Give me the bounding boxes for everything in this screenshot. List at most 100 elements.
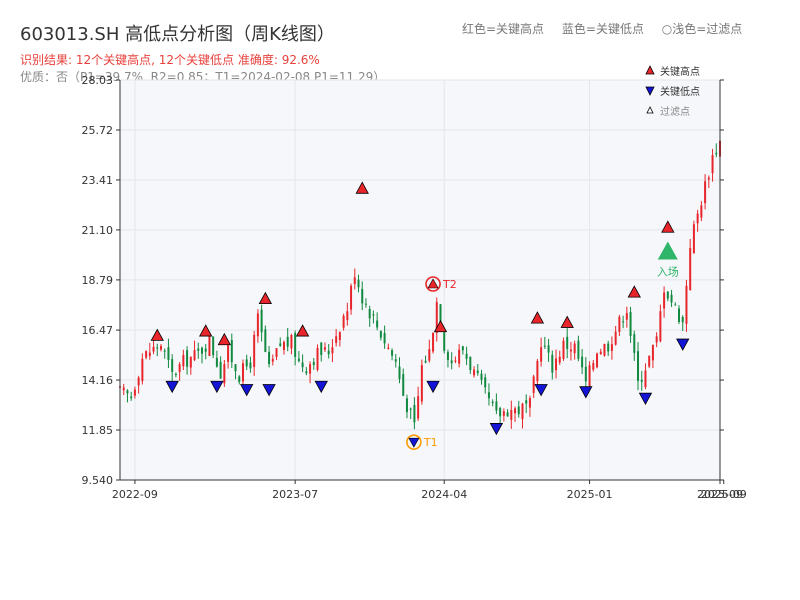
axes: 9.540 11.85 14.16 16.47 18.79 21.10 23.41 25.72… <box>82 74 747 501</box>
candle-body <box>577 340 580 359</box>
candle-body <box>122 387 125 391</box>
candle-body <box>637 351 640 381</box>
candle-body <box>268 351 271 365</box>
candle-body <box>193 350 196 361</box>
candle-body <box>290 335 293 349</box>
candle-body <box>555 358 558 371</box>
candle-body <box>316 347 319 370</box>
candle-body <box>368 308 371 319</box>
candle-body <box>275 348 278 357</box>
candle-body <box>420 365 423 402</box>
candle-body <box>260 309 263 333</box>
candle-body <box>223 364 226 384</box>
legend-high-marker-icon <box>645 65 655 75</box>
candle-body <box>469 356 472 371</box>
candle-body <box>305 371 308 374</box>
candle-body <box>167 347 170 361</box>
candle-body <box>294 333 297 357</box>
y-tick-label: 11.85 <box>82 424 114 437</box>
candle-body <box>271 358 274 362</box>
candle-body <box>663 292 666 309</box>
candle-body <box>514 408 517 414</box>
candle-body <box>279 343 282 346</box>
candle-body <box>182 354 185 367</box>
x-tick-label: 2023-07 <box>272 488 318 501</box>
candle-body <box>227 344 230 362</box>
candle-body <box>301 362 304 368</box>
candle-body <box>383 332 386 344</box>
candle-body <box>234 364 237 372</box>
candle-body <box>178 364 181 372</box>
candle-body <box>249 362 252 369</box>
candle-body <box>394 359 397 362</box>
turning-point-high-icon <box>427 278 439 289</box>
legend-low-marker-icon <box>645 86 655 96</box>
candle-body <box>599 351 602 355</box>
candle-body <box>547 345 550 353</box>
key-low-marker <box>676 338 690 351</box>
candle-body <box>562 340 565 359</box>
candle-body <box>346 311 349 321</box>
key-low-marker <box>534 384 548 397</box>
markers: T1 T2 入场 <box>150 181 690 450</box>
candle-body <box>335 336 338 343</box>
x-tick-label: 2022-09 <box>112 488 158 501</box>
y-tick-label: 14.16 <box>82 374 114 387</box>
candle-body <box>681 317 684 323</box>
key-low-marker <box>489 423 504 436</box>
candle-body <box>696 213 699 224</box>
candle-body <box>495 401 498 411</box>
candle-body <box>566 336 569 349</box>
candle-body <box>711 155 714 174</box>
y-tick-label: 28.03 <box>82 74 114 87</box>
candle-body <box>517 406 520 415</box>
candle-body <box>245 359 248 367</box>
candle-body <box>241 363 244 382</box>
candle-body <box>476 370 479 374</box>
candle-body <box>510 409 513 420</box>
candle-body <box>659 311 662 342</box>
candle-body <box>323 347 326 350</box>
turning-point-low-icon <box>408 437 420 448</box>
legend-high-label: 关键高点 <box>660 65 700 78</box>
key-high-marker <box>199 324 213 337</box>
candle-body <box>197 348 200 351</box>
candle-body <box>450 360 453 364</box>
candle-body <box>439 304 442 330</box>
candle-body <box>532 376 535 393</box>
key-low-marker <box>579 386 593 399</box>
candle-body <box>361 289 364 304</box>
candle-body <box>484 377 487 388</box>
key-high-marker <box>661 220 675 233</box>
candle-body <box>629 312 632 336</box>
candle-body <box>543 345 546 347</box>
candle-body <box>443 332 446 351</box>
key-high-marker <box>217 332 232 346</box>
candle-body <box>320 342 323 355</box>
entry-label: 入场 <box>657 265 679 279</box>
candle-body <box>715 152 718 155</box>
candle-body <box>558 356 561 363</box>
candle-body <box>137 377 140 386</box>
candle-body <box>502 411 505 416</box>
candle-body <box>364 303 367 305</box>
candle-body <box>163 350 166 352</box>
candle-body <box>610 344 613 351</box>
candle-body <box>666 291 669 299</box>
candle-body <box>215 357 218 367</box>
candle-body <box>499 407 502 417</box>
candle-body <box>588 365 591 387</box>
x-tick-label: 2025-09 <box>697 488 743 501</box>
candle-body <box>480 373 483 380</box>
candle-body <box>581 356 584 368</box>
candle-body <box>159 346 162 350</box>
legend-filtered-marker-icon <box>646 106 654 114</box>
candle-body <box>603 343 606 356</box>
candle-body <box>379 330 382 338</box>
key-low-marker <box>210 380 224 394</box>
caption-light-filtered: ○浅色=过滤点 <box>661 22 743 36</box>
candle-body <box>413 404 416 423</box>
candle-body <box>633 334 636 353</box>
candle-body <box>670 294 673 303</box>
x-tick-label: 2024-04 <box>421 488 467 501</box>
